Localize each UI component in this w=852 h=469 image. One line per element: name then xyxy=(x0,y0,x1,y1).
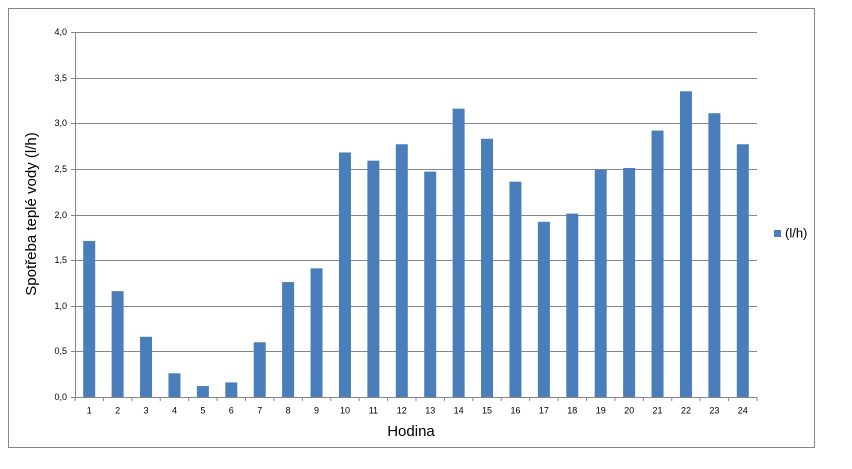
x-axis-title: Hodina xyxy=(387,423,435,440)
x-tick-label: 16 xyxy=(510,405,520,415)
bar xyxy=(282,282,295,397)
y-tick-label: 2,0 xyxy=(54,210,67,220)
bar xyxy=(651,130,664,398)
bar xyxy=(168,373,181,397)
y-tick-label: 0,0 xyxy=(54,392,67,402)
bar xyxy=(452,108,465,398)
x-tick-label: 22 xyxy=(681,405,691,415)
bar xyxy=(367,160,380,397)
y-tick-label: 2,5 xyxy=(54,164,67,174)
x-tick-label: 11 xyxy=(369,405,378,415)
x-tick-label: 17 xyxy=(539,405,549,415)
y-tick-label: 1,0 xyxy=(54,301,67,311)
x-tick-label: 5 xyxy=(200,405,205,415)
x-tick-label: 2 xyxy=(115,405,120,415)
x-tick-label: 20 xyxy=(624,405,634,415)
bar xyxy=(679,91,692,397)
x-tick-label: 18 xyxy=(567,405,577,415)
bar xyxy=(338,152,351,397)
bar xyxy=(310,268,323,397)
x-tick-label: 15 xyxy=(482,405,492,415)
bar xyxy=(594,169,607,397)
y-tick-label: 0,5 xyxy=(54,346,67,356)
bar xyxy=(253,342,266,397)
y-tick-label: 1,5 xyxy=(54,255,67,265)
x-tick-label: 7 xyxy=(257,405,262,415)
x-tick-label: 24 xyxy=(738,405,748,415)
bar xyxy=(83,240,96,397)
bar xyxy=(708,113,721,398)
y-tick-label: 3,0 xyxy=(54,118,67,128)
bar xyxy=(424,171,437,397)
bar xyxy=(509,181,522,397)
x-tick-label: 9 xyxy=(314,405,319,415)
bar xyxy=(566,213,579,397)
x-tick-label: 12 xyxy=(397,405,407,415)
bar xyxy=(140,336,153,397)
x-tick-label: 23 xyxy=(709,405,719,415)
chart-border xyxy=(8,8,815,448)
bar xyxy=(736,144,749,397)
x-tick-label: 6 xyxy=(229,405,234,415)
y-tick-label: 3,5 xyxy=(54,73,67,83)
bar xyxy=(196,386,209,397)
legend-swatch xyxy=(774,230,781,237)
bar xyxy=(481,138,494,397)
x-tick-label: 4 xyxy=(172,405,177,415)
x-tick-label: 13 xyxy=(425,405,435,415)
x-tick-label: 10 xyxy=(340,405,350,415)
bar xyxy=(537,221,550,397)
x-tick-label: 8 xyxy=(286,405,291,415)
x-tick-label: 19 xyxy=(596,405,606,415)
legend-label: (l/h) xyxy=(785,225,807,240)
x-tick-label: 1 xyxy=(87,405,92,415)
bar xyxy=(623,167,636,397)
x-tick-label: 3 xyxy=(144,405,149,415)
y-tick-label: 4,0 xyxy=(54,27,67,37)
bar xyxy=(395,144,408,397)
x-tick-label: 21 xyxy=(653,405,663,415)
x-tick-label: 14 xyxy=(454,405,464,415)
y-axis-title: Spotřeba teplé vody (l/h) xyxy=(23,132,40,295)
bar xyxy=(111,291,124,397)
bar xyxy=(225,382,238,397)
